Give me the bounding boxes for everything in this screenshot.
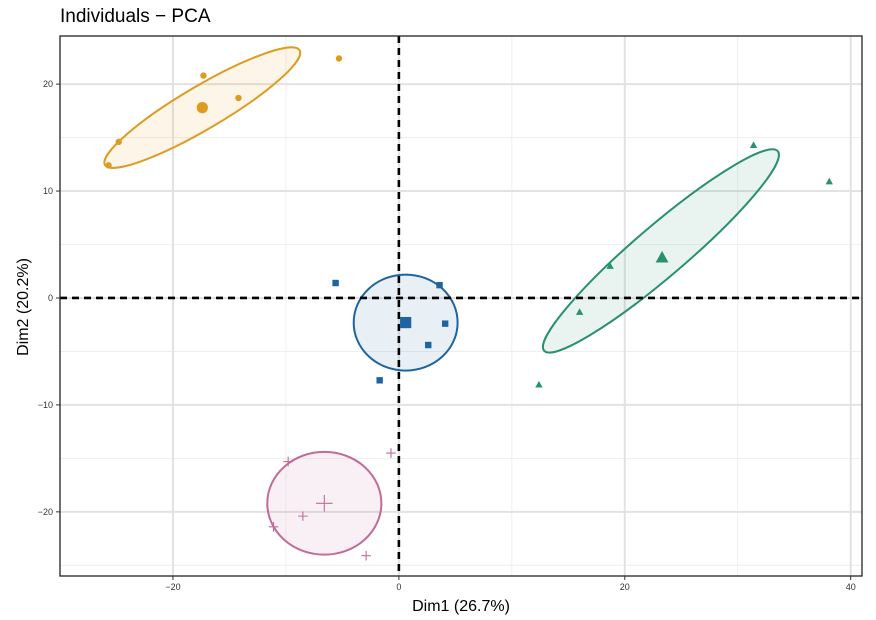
y-tick-label: −10 <box>38 400 53 410</box>
grid-major <box>60 36 862 576</box>
x-tick-label: 40 <box>846 582 856 592</box>
chart-title: Individuals − PCA <box>60 6 211 27</box>
data-point <box>825 177 833 185</box>
data-point <box>283 456 293 467</box>
y-axis-title: Dim2 (20.2%) <box>15 258 32 356</box>
group-centroid <box>315 494 333 512</box>
x-tick-label: 20 <box>620 582 630 592</box>
data-point <box>386 448 396 458</box>
data-point <box>361 550 371 561</box>
data-point <box>749 141 758 149</box>
data-point <box>200 72 207 79</box>
data-point <box>268 522 279 532</box>
reference-lines <box>60 36 862 576</box>
data-point <box>376 377 383 384</box>
data-point <box>575 308 584 315</box>
confidence-ellipse <box>541 148 780 354</box>
data-point <box>115 138 122 146</box>
data-point <box>425 341 432 349</box>
data-points <box>105 55 833 561</box>
data-point <box>441 320 449 327</box>
group-centroid <box>196 102 208 114</box>
x-tick-label: −20 <box>165 582 180 592</box>
y-tick-label: 0 <box>48 293 53 303</box>
data-point <box>335 55 343 62</box>
data-point <box>436 281 443 289</box>
plot-panel-border <box>59 35 863 577</box>
x-axis-title: Dim1 (26.7%) <box>412 598 510 615</box>
data-point <box>332 279 339 287</box>
data-point <box>235 94 242 102</box>
x-axis-ticks: −20 0 20 40 <box>165 576 856 592</box>
grid-minor <box>60 36 862 576</box>
data-point <box>606 262 614 269</box>
group-centroid <box>655 250 669 263</box>
data-point <box>105 162 112 169</box>
data-point <box>298 511 308 521</box>
x-tick-label: 0 <box>396 582 401 592</box>
y-axis-ticks: −20 −10 0 10 20 <box>38 79 60 517</box>
y-tick-label: 10 <box>43 186 53 196</box>
group-centroid <box>400 316 412 329</box>
y-tick-label: −20 <box>38 507 53 517</box>
y-tick-label: 20 <box>43 79 53 89</box>
data-point <box>535 380 543 388</box>
